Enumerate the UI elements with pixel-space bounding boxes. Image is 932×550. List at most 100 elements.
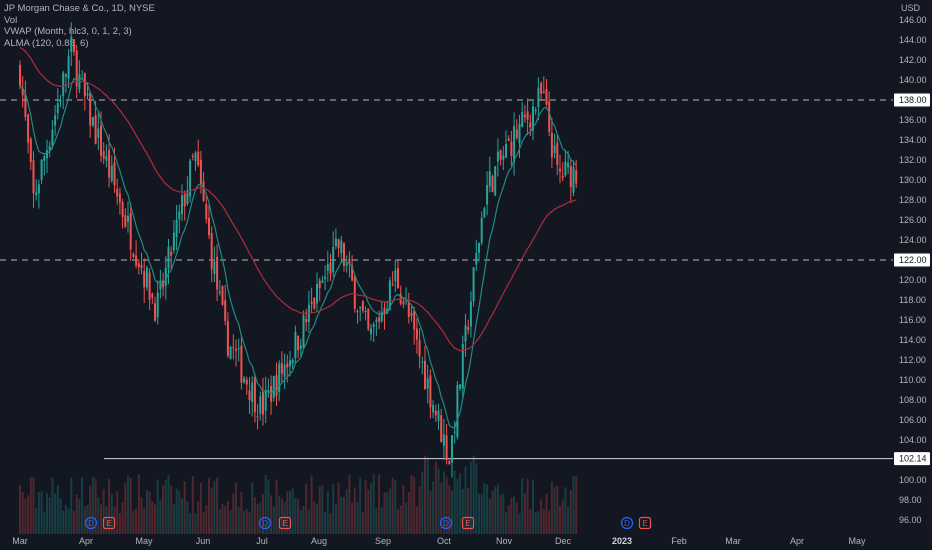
earnings-badge [461,516,475,530]
candle-body [353,276,356,309]
volume-bar [186,501,189,534]
candle-body [332,247,335,272]
price-axis[interactable]: USD 146.00 144.00 142.00 140.00 138.00 136.00 1… [893,0,932,550]
candle-body [121,201,124,217]
candle-body [491,176,494,192]
candle-body [59,100,62,103]
event-badge-letter: E [106,519,111,528]
volume-bar [418,486,421,534]
vwap-line [19,77,577,429]
volume-bar [421,471,424,534]
candle-body [426,378,429,389]
volume-bar [534,512,537,534]
volume-bar [156,479,159,534]
candle-body [548,101,551,132]
volume-bar [567,506,570,534]
volume-bar [553,486,556,534]
volume-bar [556,485,559,534]
candle-body [248,390,251,400]
candle-body [197,151,200,166]
candle-body [572,167,575,193]
price-tick-label: 112.00 [899,355,926,365]
volume-bar [40,491,43,534]
volume-bar [359,477,362,534]
candle-body [445,435,448,460]
candle-body [108,150,111,178]
price-tick-label: 144.00 [899,35,927,45]
volume-bar [54,493,57,534]
volume-bar [432,481,435,534]
legend-alma[interactable]: ALMA (120, 0.85, 6) [4,37,89,49]
candle-body [127,215,129,222]
volume-bar [442,471,445,534]
volume-bar [143,507,146,534]
volume-bar [102,489,105,534]
time-tick-label: Jul [256,536,268,546]
candle-body [213,261,216,275]
candle-body [113,162,116,186]
time-tick-label: Apr [79,536,93,546]
volume-bar [208,477,210,534]
event-badge-letter: D [88,519,94,528]
volume-bar [515,502,518,534]
legend-volume[interactable]: Vol [4,14,18,26]
candle-body [569,165,572,188]
candle-body [156,292,159,318]
volume-bar [337,482,340,534]
candle-body [429,375,432,408]
level-label-background [894,253,930,267]
volume-bar [456,479,459,534]
candle-body [483,208,486,218]
candle-body [467,326,470,331]
volume-bar [172,504,175,534]
level-lines [0,99,893,460]
legend-title[interactable]: JP Morgan Chase & Co., 1D, NYSE [4,3,155,14]
volume-bar [70,477,73,534]
volume-bar [78,499,81,534]
volume-bar [267,479,270,534]
candle-body [442,434,445,446]
price-tick-label: 142.00 [899,55,927,65]
volume-bar [445,476,448,534]
volume-bar [469,461,472,534]
volume-bar [237,507,240,534]
time-axis[interactable]: Mar Apr May Jun Jul Aug Sep Oct Nov Dec 2023 Feb Mar… [12,536,866,546]
volume-bar [100,504,102,534]
time-tick-label: Nov [496,536,513,546]
candle-body [143,271,146,288]
event-badge-letter: D [624,519,630,528]
candle-body [486,185,489,205]
candle-body [340,240,343,254]
legend-vwap[interactable]: VWAP (Month, hlc3, 0, 1, 2, 3) [4,26,132,37]
candle-body [434,411,437,416]
volume-bar [221,503,224,534]
volume-bar [540,499,543,534]
candle-body [118,193,121,203]
volume-bar [307,509,310,534]
candle-body [54,115,57,126]
candle-body [542,91,545,94]
volume-bar [386,492,389,534]
volume-bar [537,511,540,534]
volume-bar [402,485,405,534]
candle-body [159,280,162,290]
candle-body [405,301,408,303]
candle-body [218,291,221,294]
volume-bar [302,505,305,534]
candle-body [351,265,354,281]
volume-bar [499,495,502,534]
volume-bar [264,475,267,534]
volume-bar [154,504,156,534]
candle-body [29,138,32,163]
volume-bar [24,499,27,534]
candle-body [237,348,240,350]
volume-bar [162,485,165,534]
candle-body [359,306,362,309]
volume-bar [35,507,38,534]
candle-body [461,343,464,389]
candle-body [264,389,267,411]
candle-body [275,375,278,396]
candle-body [97,128,100,138]
volume-bar [426,457,429,534]
